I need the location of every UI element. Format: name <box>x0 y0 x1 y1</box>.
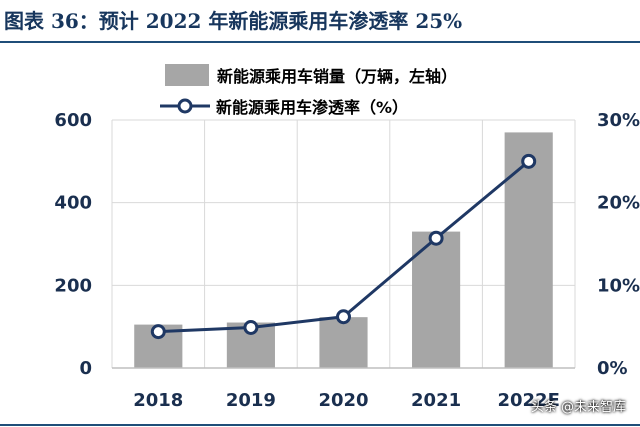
axes: 0 200 400 600 0% 10% 20% 30% 2018 2019 2020 2021 202… <box>54 110 640 411</box>
y-right-tick-label: 20% <box>597 193 640 214</box>
bar-series <box>134 132 553 368</box>
point-2020 <box>336 309 351 325</box>
bar-2021 <box>412 231 461 368</box>
y-right-tick-label: 30% <box>597 110 640 131</box>
point-2018 <box>150 324 166 340</box>
bar-2022E <box>504 132 553 368</box>
x-tick-label: 2020 <box>318 390 368 411</box>
x-tick-label: 2018 <box>133 390 183 411</box>
x-tick-label: 2022E <box>497 390 559 411</box>
bottom-divider <box>0 424 640 426</box>
y-left-tick-label: 600 <box>54 110 92 131</box>
x-tick-label: 2021 <box>411 390 461 411</box>
legend-bar-swatch <box>165 64 209 86</box>
y-left-tick-label: 400 <box>54 193 92 214</box>
legend-item-sales: 新能源乘用车销量（万辆，左轴） <box>165 62 457 88</box>
point-2019 <box>243 319 259 335</box>
y-left-tick-label: 200 <box>54 275 92 296</box>
y-left-tick-label: 0 <box>79 358 92 379</box>
y-right-tick-label: 0% <box>597 358 628 379</box>
point-2022E <box>521 153 537 169</box>
legend-line-swatch <box>160 98 210 114</box>
watermark: 头条 @未来智库 <box>530 400 626 415</box>
bar-2020 <box>319 317 368 368</box>
point-2021 <box>428 230 444 246</box>
legend-label-sales: 新能源乘用车销量（万辆，左轴） <box>217 67 458 86</box>
penetration-line <box>158 160 530 334</box>
legend-label-penetration: 新能源乘用车渗透率（%） <box>216 98 409 117</box>
title-divider <box>0 41 640 43</box>
legend-item-penetration: 新能源乘用车渗透率（%） <box>160 93 408 119</box>
chart-title: 图表 36：预计 2022 年新能源乘用车渗透率 25% <box>4 9 463 33</box>
y-right-tick-label: 10% <box>597 275 640 296</box>
line-series <box>150 153 537 340</box>
x-tick-label: 2019 <box>226 390 276 411</box>
